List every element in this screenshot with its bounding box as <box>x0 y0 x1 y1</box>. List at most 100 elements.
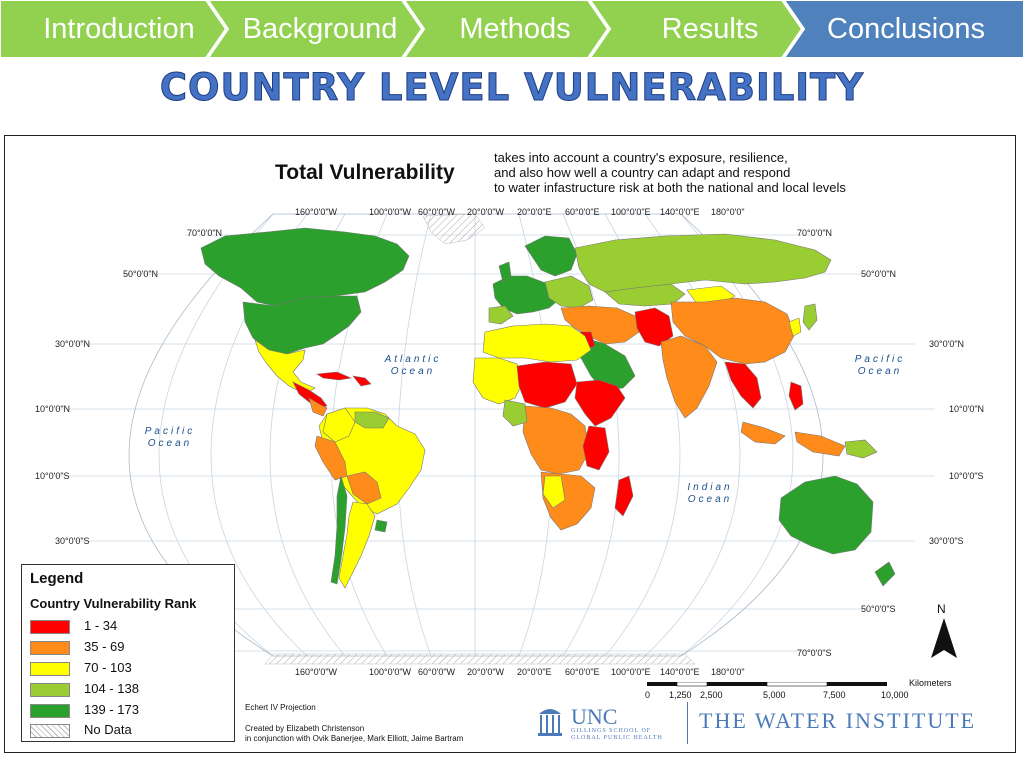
lat-label-right-30s: 30°0'0"S <box>929 536 964 546</box>
philippines <box>788 381 804 411</box>
cuba <box>316 371 353 381</box>
nav-chevron-results[interactable] <box>588 0 804 58</box>
lon-label-top-20w: 20°0'0"W <box>467 207 505 217</box>
nav-chevron-introduction[interactable] <box>0 0 228 58</box>
logo-divider <box>687 702 688 744</box>
lon-label-top-140e: 140°0'0"E <box>660 207 700 217</box>
eastern-europe <box>544 275 594 309</box>
lat-label-left-70n: 70°0'0"N <box>187 228 223 238</box>
arabia <box>578 335 636 391</box>
lat-label-right-70s: 70°0'0"S <box>797 648 832 658</box>
north-arrow-icon <box>931 618 957 658</box>
ocean-label-pacific-east: Pacific Ocean <box>854 354 906 377</box>
map-legend: Legend Country Vulnerability Rank 1 - 34… <box>21 564 235 742</box>
tab-background[interactable]: Background <box>242 13 398 45</box>
lon-label-bottom-20e: 20°0'0"E <box>517 667 552 677</box>
uk <box>498 261 512 283</box>
ocean-label-atlantic: Atlantic Ocean <box>384 354 442 377</box>
lon-label-top-20e: 20°0'0"E <box>517 207 552 217</box>
legend-subtitle: Country Vulnerability Rank <box>30 596 197 611</box>
colombia <box>322 407 356 443</box>
korea <box>788 317 802 337</box>
legend-swatch-light-green <box>30 683 70 697</box>
bolivia-paraguay <box>346 471 382 505</box>
unc-logo-subtitle-line-1: GILLINGS SCHOOL OF <box>571 728 652 734</box>
water-institute-logo-text: THE WATER INSTITUTE <box>699 708 977 733</box>
map-description-line-2: and also how well a country can adapt an… <box>494 165 791 180</box>
tab-introduction[interactable]: Introduction <box>43 13 195 45</box>
map-description-line-3: to water infastructure risk at both the … <box>494 180 846 195</box>
scale-unit: Kilometers <box>909 678 952 688</box>
ocean-label-pacific-west: Pacific Ocean <box>144 426 196 449</box>
turkey-iran <box>560 305 640 345</box>
legend-label: 139 - 173 <box>84 702 139 717</box>
map-description: takes into account a country's exposure,… <box>494 150 914 195</box>
indonesia-west <box>740 421 786 445</box>
madagascar <box>614 475 634 517</box>
tab-methods[interactable]: Methods <box>459 13 571 45</box>
north-arrow-label: N <box>937 602 946 616</box>
legend-title: Legend <box>30 570 84 587</box>
scale-bar: Kilometers 0 1,250 2,500 5,000 7,500 10,… <box>645 676 975 706</box>
legend-label: No Data <box>84 722 132 737</box>
india <box>660 335 718 419</box>
greenland-no-data <box>422 213 486 245</box>
lon-label-bottom-100w: 100°0'0"W <box>369 667 412 677</box>
lon-label-top-60e: 60°0'0"E <box>565 207 600 217</box>
unc-logo-text: UNC <box>571 704 618 729</box>
page-title-text: COUNTRY LEVEL VULNERABILITY <box>159 66 865 110</box>
scale-bar-graphic <box>647 682 887 687</box>
china <box>670 297 796 365</box>
lat-label-right-50s: 50°0'0"S <box>861 604 896 614</box>
projection-note: Echert IV Projection <box>245 703 316 712</box>
southeast-asia <box>724 361 762 409</box>
tab-results[interactable]: Results <box>661 13 759 45</box>
legend-label: 35 - 69 <box>84 639 125 654</box>
world-map-graphic <box>55 213 935 665</box>
old-well-icon <box>538 709 562 736</box>
legend-swatch-green <box>30 704 70 718</box>
lon-label-bottom-60e: 60°0'0"E <box>565 667 600 677</box>
lat-label-left-10n: 10°0'0"N <box>35 404 71 414</box>
scale-tick: 10,000 <box>881 690 909 700</box>
lon-label-top-100e: 100°0'0"E <box>611 207 651 217</box>
venezuela-guianas <box>354 411 390 429</box>
nav-chevron-conclusions[interactable] <box>782 0 1024 58</box>
collaborators-note: in conjunction with Ovik Banerjee, Mark … <box>245 734 464 743</box>
north-arrow: N <box>929 602 959 662</box>
legend-swatch-orange <box>30 641 70 655</box>
nav-chevron-methods[interactable] <box>402 0 610 58</box>
central-america-south <box>308 397 328 417</box>
institution-logos: UNC GILLINGS SCHOOL OF GLOBAL PUBLIC HEA… <box>531 698 1011 748</box>
iberia <box>488 305 514 325</box>
scale-tick: 2,500 <box>700 690 723 700</box>
south-america <box>314 407 426 589</box>
north-america <box>200 227 410 417</box>
lat-label-right-10n: 10°0'0"N <box>949 404 985 414</box>
chile <box>330 475 348 585</box>
tab-conclusions[interactable]: Conclusions <box>827 13 985 45</box>
mexico <box>254 339 316 395</box>
indonesia-east <box>794 431 846 457</box>
legend-label: 70 - 103 <box>84 660 132 675</box>
north-africa <box>482 323 592 363</box>
lat-label-right-10s: 10°0'0"S <box>949 471 984 481</box>
lat-label-left-10s: 10°0'0"S <box>35 471 70 481</box>
legend-label: 104 - 138 <box>84 681 139 696</box>
scale-tick: 5,000 <box>763 690 786 700</box>
scale-tick: 1,250 <box>669 690 692 700</box>
lon-label-top-60w: 60°0'0"W <box>418 207 456 217</box>
lat-label-right-70n: 70°0'0"N <box>797 228 833 238</box>
africa <box>472 323 634 531</box>
lon-label-top-180: 180°0'0" <box>711 207 745 217</box>
nav-chevron-background[interactable] <box>206 0 424 58</box>
west-africa <box>472 357 524 405</box>
legend-label: 1 - 34 <box>84 618 118 633</box>
map-description-line-1: takes into account a country's exposure,… <box>494 150 788 165</box>
created-by-note: Created by Elizabeth Christenson <box>245 724 365 733</box>
sahel <box>516 361 578 409</box>
vulnerability-map: Total Vulnerability takes into account a… <box>4 135 1016 753</box>
caribbean <box>352 375 372 387</box>
lon-label-bottom-100e: 100°0'0"E <box>611 667 651 677</box>
russia <box>574 233 832 293</box>
